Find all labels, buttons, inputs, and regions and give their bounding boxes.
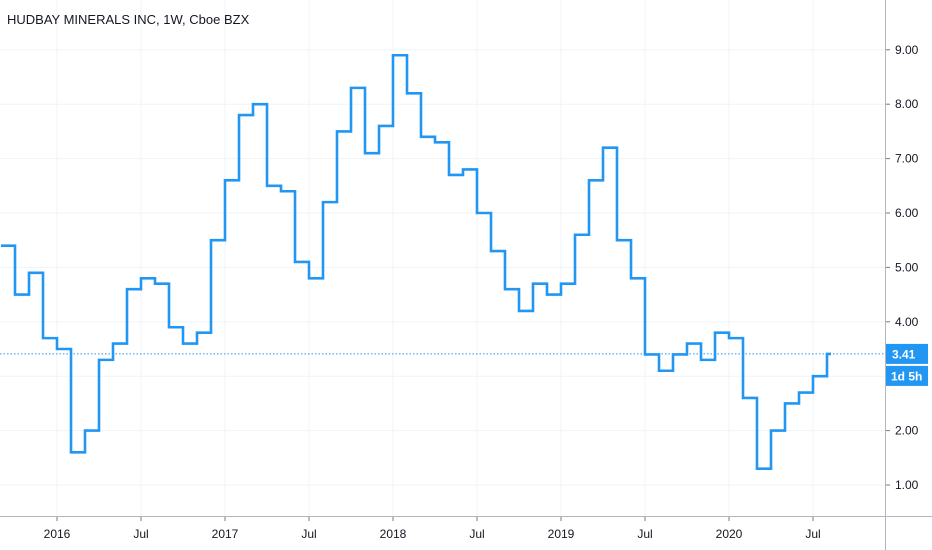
x-tick-label-7: Jul [637, 527, 652, 541]
x-tick-label-6: 2019 [548, 527, 575, 541]
last-price-label: 3.41 [892, 347, 916, 361]
price-series [1, 53, 831, 470]
chart-title: HUDBAY MINERALS INC, 1W, Cboe BZX [7, 12, 250, 27]
gridlines [0, 0, 885, 516]
y-tick-label-5: 6.00 [895, 206, 919, 220]
x-tick-label-2: 2017 [212, 527, 239, 541]
last-price-badge [886, 343, 928, 364]
y-tick-label-6: 7.00 [895, 152, 919, 166]
y-tick-label-3: 4.00 [895, 315, 919, 329]
y-tick-label-4: 5.00 [895, 260, 919, 274]
y-tick-label-8: 9.00 [895, 43, 919, 57]
x-tick-label-8: 2020 [716, 527, 743, 541]
x-tick-label-3: Jul [301, 527, 316, 541]
y-tick-label-1: 2.00 [895, 424, 919, 438]
x-tick-label-9: Jul [805, 527, 820, 541]
countdown-badge [886, 365, 928, 386]
x-tick-label-1: Jul [133, 527, 148, 541]
x-tick-label-0: 2016 [44, 527, 71, 541]
y-tick-label-0: 1.00 [895, 478, 919, 492]
x-tick-label-4: 2018 [380, 527, 407, 541]
y-tick-label-7: 8.00 [895, 97, 919, 111]
last-price-marker: 3.41 1d 5h [0, 343, 928, 386]
series-line-0 [1, 53, 831, 470]
countdown-label: 1d 5h [891, 369, 922, 383]
x-tick-label-5: Jul [469, 527, 484, 541]
